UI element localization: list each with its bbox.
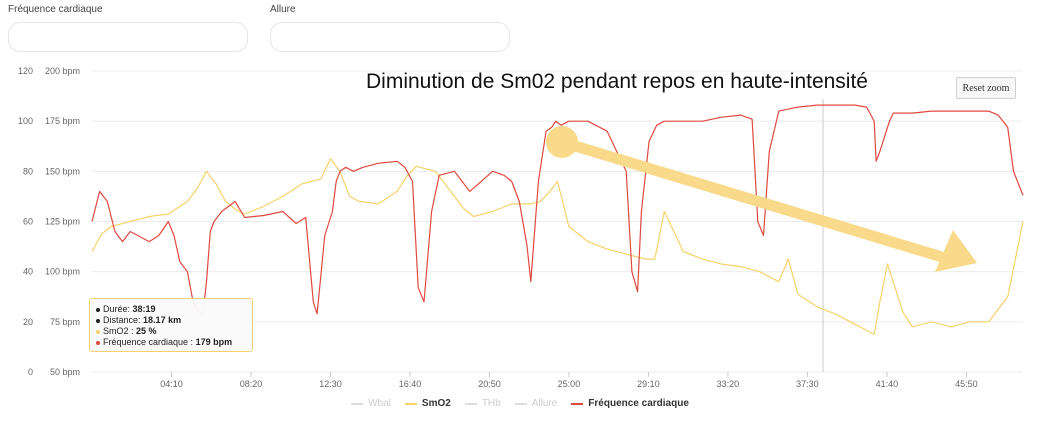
chart-tooltip: Durée: 38:19 Distance: 18.17 km SmO2 : 2… — [89, 298, 253, 352]
arrow-origin-dot — [546, 126, 578, 158]
pace-field[interactable] — [270, 22, 510, 52]
y-left-tick-label: 0 — [28, 367, 33, 377]
chart-legend: Wbal SmO2 THb Allure Fréquence cardiaque — [0, 398, 1040, 409]
y-left-tick-label: 40 — [23, 267, 33, 277]
y-left-tick-label: 20 — [23, 317, 33, 327]
legend-swatch — [404, 402, 417, 405]
y-right-tick-label: 175 bpm — [45, 116, 80, 126]
legend-swatch — [464, 402, 477, 405]
arrow-head — [935, 230, 977, 272]
x-tick-label: 12:30 — [319, 379, 342, 389]
annotation-arrow — [546, 126, 977, 272]
x-tick-label: 37:30 — [796, 379, 819, 389]
legend-swatch — [514, 402, 527, 405]
tooltip-heart-rate-value: 179 bpm — [195, 337, 233, 347]
reset-zoom-button[interactable]: Reset zoom — [956, 77, 1016, 99]
legend-item[interactable]: SmO2 — [404, 398, 451, 409]
y-right-tick-label: 200 bpm — [45, 66, 80, 76]
chart-annotation: Diminution de Sm02 pendant repos en haut… — [366, 70, 868, 93]
y-axis-ticks: 0 50 bpm 20 75 bpm 40 100 bpm 60 125 bpm 80 150 b… — [18, 66, 80, 377]
tooltip-heart-rate-label: Fréquence cardiaque : — [103, 337, 194, 347]
legend-label: Allure — [531, 398, 558, 409]
x-tick-label: 16:40 — [399, 379, 422, 389]
tooltip-distance-value: 18.17 km — [143, 315, 182, 325]
x-axis-ticks: 04:10 08:20 12:30 16:40 20:50 25:00 29:10 33:20… — [160, 372, 978, 389]
y-left-tick-label: 120 — [18, 66, 33, 76]
x-tick-label: 20:50 — [478, 379, 501, 389]
grid-lines — [92, 70, 1023, 373]
legend-item[interactable]: Wbal — [351, 398, 391, 409]
x-tick-label: 45:50 — [955, 379, 978, 389]
tooltip-duration: Durée: 38:19 — [96, 304, 246, 315]
y-right-tick-label: 75 bpm — [50, 317, 80, 327]
x-tick-label: 41:40 — [876, 379, 899, 389]
y-right-tick-label: 100 bpm — [45, 267, 80, 277]
tooltip-smo2-value: 25 % — [136, 326, 157, 336]
y-left-tick-label: 100 — [18, 116, 33, 126]
tooltip-smo2-label: SmO2 : — [103, 326, 134, 336]
field-label-heart-rate: Fréquence cardiaque — [8, 4, 103, 15]
y-right-tick-label: 125 bpm — [45, 217, 80, 227]
legend-item[interactable]: Allure — [514, 398, 558, 409]
series-line-heart-rate — [91, 104, 1024, 317]
y-left-tick-label: 60 — [23, 217, 33, 227]
legend-label: Fréquence cardiaque — [588, 398, 689, 409]
legend-item[interactable]: THb — [464, 398, 501, 409]
legend-label: Wbal — [368, 398, 391, 409]
tooltip-distance-label: Distance: — [103, 315, 141, 325]
legend-swatch — [571, 402, 584, 405]
legend-item[interactable]: Fréquence cardiaque — [571, 398, 689, 409]
x-tick-label: 08:20 — [240, 379, 263, 389]
x-tick-label: 33:20 — [717, 379, 740, 389]
tooltip-smo2: SmO2 : 25 % — [96, 326, 246, 337]
y-right-tick-label: 150 bpm — [45, 166, 80, 176]
series-lines — [91, 104, 1024, 335]
y-left-tick-label: 80 — [23, 166, 33, 176]
arrow-shaft — [560, 136, 944, 263]
x-tick-label: 04:10 — [160, 379, 183, 389]
y-right-tick-label: 50 bpm — [50, 367, 80, 377]
heart-rate-field[interactable] — [8, 22, 248, 52]
tooltip-duration-label: Durée: — [103, 304, 131, 314]
x-tick-label: 25:00 — [558, 379, 581, 389]
field-label-pace: Allure — [270, 4, 296, 15]
tooltip-duration-value: 38:19 — [132, 304, 156, 314]
legend-label: SmO2 — [421, 398, 451, 409]
series-line-smo2 — [91, 158, 1024, 335]
tooltip-distance: Distance: 18.17 km — [96, 315, 246, 326]
tooltip-heart-rate: Fréquence cardiaque : 179 bpm — [96, 337, 246, 348]
x-tick-label: 29:10 — [637, 379, 660, 389]
legend-label: THb — [481, 398, 501, 409]
legend-swatch — [351, 402, 364, 405]
